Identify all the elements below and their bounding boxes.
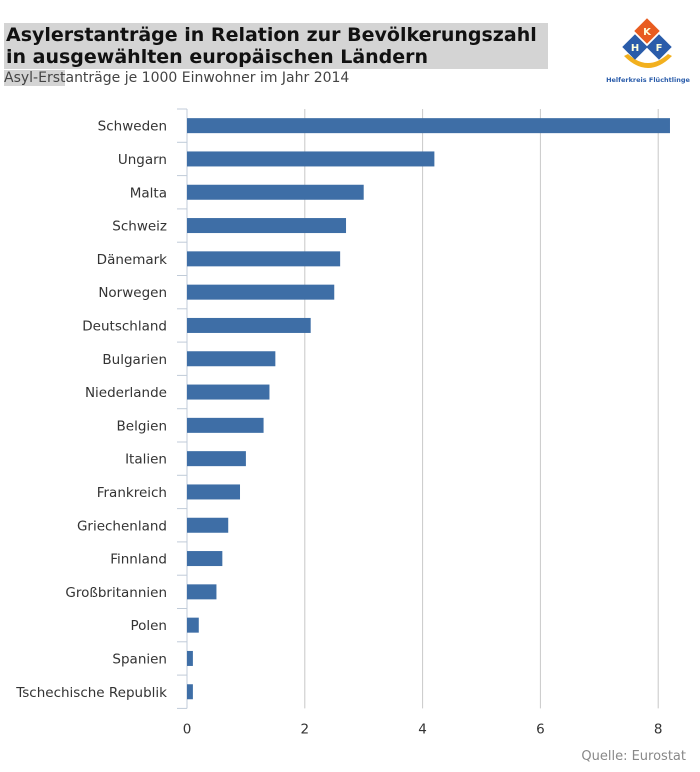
category-label: Niederlande [85,385,167,401]
bar-ungarn [187,151,435,167]
bar-dänemark [187,251,341,267]
bar-finnland [187,551,223,567]
category-label: Finnland [110,552,167,568]
category-label: Spanien [112,651,167,667]
bar-norwegen [187,284,335,300]
svg-text:H: H [631,43,639,54]
x-tick-label: 8 [654,721,663,737]
bar-frankreich [187,484,241,500]
bar-schweiz [187,218,347,234]
chart-subtitle: Asyl-Erstanträge je 1000 Einwohner im Ja… [4,70,349,86]
category-label: Dänemark [97,252,168,268]
category-label: Griechenland [77,518,167,534]
subtitle-rest: anträge je 1000 Einwohner im Jahr 2014 [65,70,350,86]
source-note: Quelle: Eurostat [581,749,686,764]
svg-text:K: K [643,27,652,38]
x-tick-label: 4 [418,721,427,737]
hkf-logo: K H F Helferkreis Flüchtlinge [606,18,691,88]
category-label: Ungarn [118,152,167,168]
x-tick-label: 6 [536,721,545,737]
category-label: Schweden [98,119,167,135]
bar-großbritannien [187,584,217,600]
category-label: Bulgarien [102,352,167,368]
bar-deutschland [187,317,311,333]
bar-tschechische-republik [187,684,193,700]
bar-griechenland [187,517,229,533]
svg-text:F: F [656,43,663,54]
logo-text: Helferkreis Flüchtlinge [606,76,690,84]
bar-bulgarien [187,351,276,367]
category-label: Belgien [117,418,168,434]
category-label: Tschechische Republik [15,685,167,701]
chart-title: Asylerstanträge in Relation zur Bevölker… [4,23,548,69]
category-label: Malta [130,185,167,201]
category-label: Frankreich [97,485,167,501]
category-label: Großbritannien [65,585,167,601]
category-label: Norwegen [98,285,167,301]
category-label: Polen [130,618,167,634]
bar-schweden [187,118,670,134]
subtitle-highlight: Asyl-Erst [4,70,66,86]
x-tick-label: 0 [183,721,192,737]
x-tick-label: 2 [301,721,310,737]
bar-italien [187,451,246,467]
bar-malta [187,184,364,200]
category-label: Schweiz [112,219,167,235]
bar-spanien [187,650,193,666]
category-label: Deutschland [82,318,167,334]
bar-polen [187,617,199,633]
bar-niederlande [187,384,270,400]
category-label: Italien [125,452,167,468]
bar-belgien [187,417,264,433]
